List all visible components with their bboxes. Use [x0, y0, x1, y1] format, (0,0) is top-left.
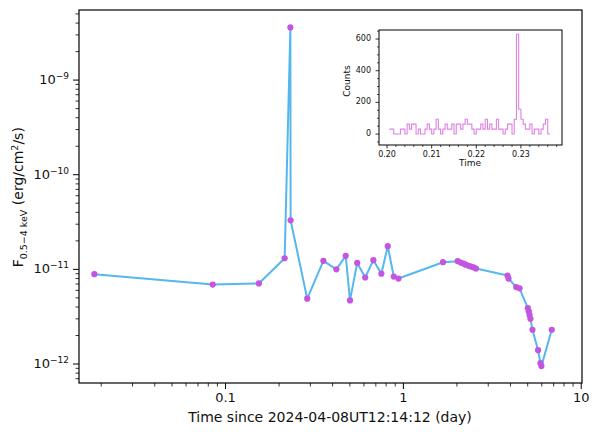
- plot-canvas: [0, 0, 600, 436]
- flux-point: [440, 259, 446, 265]
- inset-y-tick-label: 600: [343, 34, 371, 43]
- ylabel-unit: (erg/cm: [10, 151, 26, 210]
- flux-point: [538, 363, 544, 369]
- figure: Time since 2024-04-08UT12:14:12 (day) F0…: [0, 0, 600, 436]
- x-axis-label: Time since 2024-04-08UT12:14:12 (day): [130, 409, 530, 425]
- inset-axes-frame: [379, 30, 562, 145]
- flux-point: [282, 255, 288, 261]
- inset-x-tick-label: 0.22: [464, 150, 488, 159]
- flux-point: [288, 217, 294, 223]
- inset-y-tick-label: 0: [343, 129, 371, 138]
- y-axis-label: F0.5−4 keV (erg/cm2/s): [9, 97, 29, 297]
- flux-point: [385, 243, 391, 249]
- ylabel-unit-exp: 2: [9, 145, 20, 151]
- flux-point: [362, 274, 368, 280]
- flux-point: [354, 260, 360, 266]
- inset-x-axis-label: Time: [440, 158, 500, 168]
- flux-point: [378, 271, 384, 277]
- flux-point: [343, 253, 349, 259]
- flux-point: [529, 327, 535, 333]
- inset-x-tick-label: 0.20: [375, 150, 399, 159]
- flux-point: [256, 280, 262, 286]
- y-tick-label: 10−10: [29, 166, 69, 182]
- flux-point: [549, 327, 555, 333]
- ylabel-unit-end: /s): [10, 127, 26, 144]
- flux-point: [505, 275, 511, 281]
- x-tick-label: 0.1: [201, 390, 251, 405]
- flux-point: [347, 297, 353, 303]
- y-tick-label: 10−9: [29, 71, 69, 87]
- flux-point: [535, 347, 541, 353]
- flux-point: [287, 24, 293, 30]
- ylabel-subscript: 0.5−4 keV: [18, 210, 29, 260]
- flux-point: [210, 282, 216, 288]
- flux-point: [333, 266, 339, 272]
- flux-point: [304, 296, 310, 302]
- flux-point: [91, 271, 97, 277]
- inset-y-tick-label: 400: [343, 66, 371, 75]
- y-tick-label: 10−11: [29, 260, 69, 276]
- x-tick-label: 1: [378, 390, 428, 405]
- flux-point: [527, 316, 533, 322]
- flux-point: [395, 275, 401, 281]
- x-tick-label: 10: [556, 390, 600, 405]
- flux-point: [516, 285, 522, 291]
- inset-y-tick-label: 200: [343, 97, 371, 106]
- flux-point: [473, 265, 479, 271]
- flux-point: [320, 258, 326, 264]
- ylabel-prefix: F: [10, 259, 26, 267]
- inset-x-tick-label: 0.23: [509, 150, 533, 159]
- y-tick-label: 10−12: [29, 355, 69, 371]
- flux-point: [370, 257, 376, 263]
- inset-x-tick-label: 0.21: [420, 150, 444, 159]
